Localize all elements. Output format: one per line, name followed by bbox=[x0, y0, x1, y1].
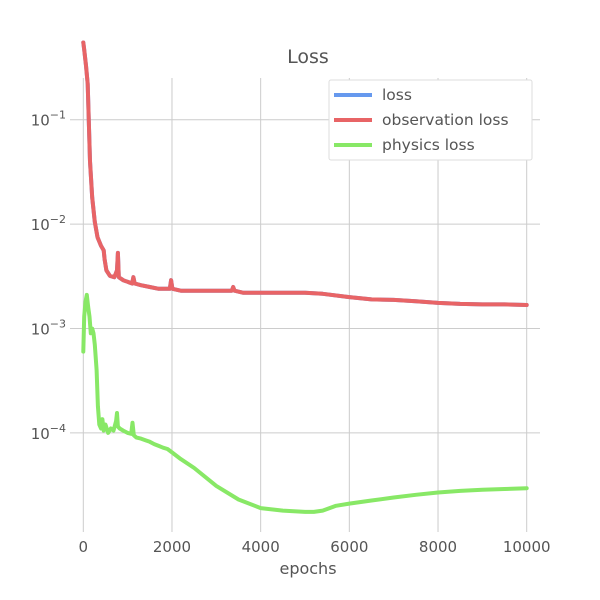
legend-entry: observation loss bbox=[382, 111, 509, 129]
y-tick-label: 10−3 bbox=[31, 317, 66, 338]
legend: loss observation loss physics loss bbox=[328, 79, 533, 161]
x-tick-label: 8000 bbox=[419, 538, 457, 556]
y-tick-label: 10−2 bbox=[31, 213, 66, 234]
legend-entry: physics loss bbox=[382, 136, 475, 154]
x-axis-label: epochs bbox=[279, 559, 336, 578]
legend-box bbox=[328, 79, 533, 161]
y-tick-label: 10−4 bbox=[31, 422, 66, 443]
x-tick-label: 4000 bbox=[242, 538, 280, 556]
x-tick-label: 2000 bbox=[153, 538, 191, 556]
legend-entry: loss bbox=[382, 86, 412, 104]
x-tick-label: 10000 bbox=[503, 538, 551, 556]
tick-labels: 0 2000 4000 6000 8000 10000 10−1 10−2 10−3 10−4 bbox=[31, 109, 551, 556]
chart-title: Loss bbox=[287, 46, 329, 68]
y-tick-label: 10−1 bbox=[31, 109, 66, 130]
series-line-physics-loss bbox=[81, 292, 529, 514]
x-tick-label: 0 bbox=[79, 538, 89, 556]
series-lines bbox=[81, 40, 529, 514]
x-tick-label: 6000 bbox=[330, 538, 368, 556]
series-line-observation-loss bbox=[81, 40, 529, 307]
